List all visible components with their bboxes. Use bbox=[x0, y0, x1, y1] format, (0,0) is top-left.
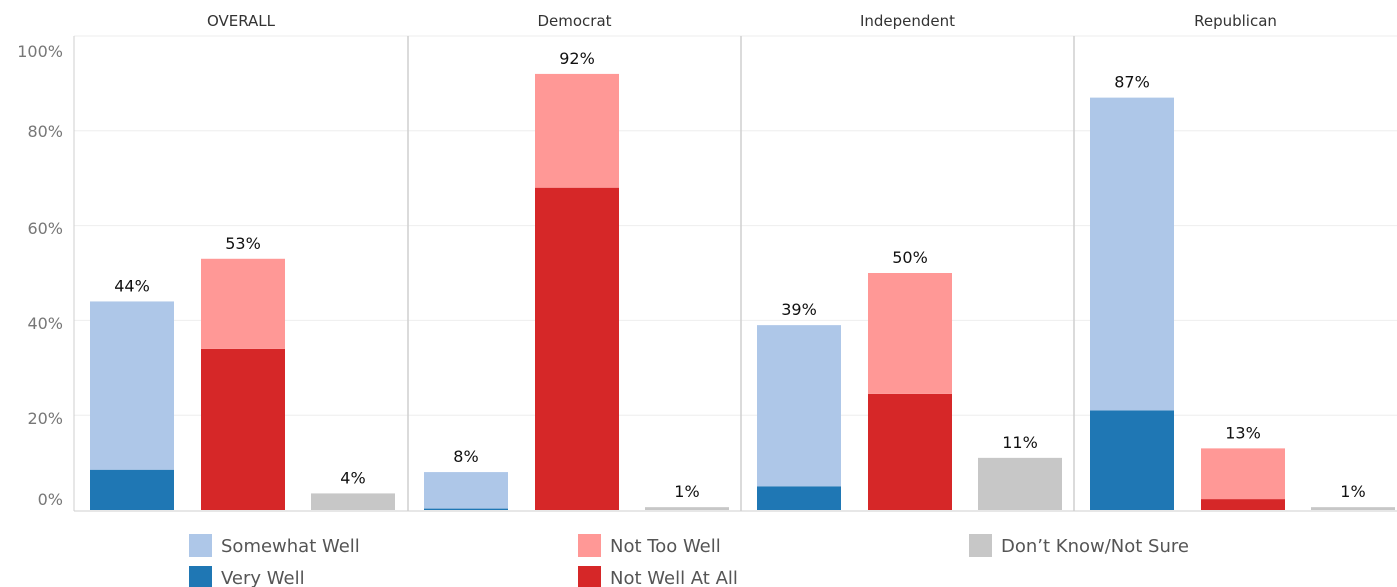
data-label: 87% bbox=[1114, 73, 1150, 92]
bar-segment-dont-know bbox=[978, 457, 1062, 510]
bar-segment-not-too-well bbox=[1201, 448, 1285, 500]
bar-stack: 39% bbox=[757, 300, 841, 510]
bar-segment-not-well-at-all bbox=[201, 348, 285, 510]
legend-swatch bbox=[969, 534, 992, 557]
panel-title: OVERALL bbox=[207, 12, 276, 30]
bar-segment-not-well-at-all bbox=[1201, 499, 1285, 510]
panel-title: Independent bbox=[860, 12, 955, 30]
data-label: 44% bbox=[114, 276, 150, 295]
bar-stack: 13% bbox=[1201, 423, 1285, 510]
panel-title: Republican bbox=[1194, 12, 1277, 30]
bar-segment-very-well bbox=[424, 508, 508, 510]
bar-segment-not-too-well bbox=[868, 273, 952, 394]
legend-swatch bbox=[578, 566, 601, 587]
legend-label: Somewhat Well bbox=[221, 536, 360, 557]
legend-label: Very Well bbox=[221, 568, 305, 587]
data-label: 53% bbox=[225, 234, 261, 253]
gridlines bbox=[74, 35, 1397, 416]
bar-stack: 1% bbox=[645, 482, 729, 510]
panel-republican: Republican 87% 13% 1% bbox=[1090, 12, 1395, 510]
bar-stack: 8% bbox=[424, 447, 508, 510]
legend: Somewhat Well Not Too Well Don’t Know/Not … bbox=[189, 534, 1189, 587]
bar-stack: 92% bbox=[535, 49, 619, 510]
legend-item-not-well-at-all: Not Well At All bbox=[578, 566, 738, 587]
panel-independent: Independent 39% 50% 11% bbox=[757, 12, 1062, 510]
legend-item-somewhat-well: Somewhat Well bbox=[189, 534, 360, 557]
data-label: 39% bbox=[781, 300, 817, 319]
legend-item-dont-know: Don’t Know/Not Sure bbox=[969, 534, 1189, 557]
bar-segment-not-well-at-all bbox=[868, 393, 952, 510]
data-label: 8% bbox=[453, 447, 478, 466]
legend-label: Not Well At All bbox=[610, 568, 738, 587]
bar-stack: 53% bbox=[201, 234, 285, 510]
y-tick-label: 40% bbox=[27, 314, 63, 333]
y-tick-label: 100% bbox=[17, 42, 63, 61]
bar-stack: 87% bbox=[1090, 73, 1174, 510]
legend-label: Don’t Know/Not Sure bbox=[1001, 536, 1189, 557]
y-tick-label: 60% bbox=[27, 219, 63, 238]
legend-swatch bbox=[578, 534, 601, 557]
data-label: 1% bbox=[674, 482, 699, 501]
data-label: 4% bbox=[340, 468, 365, 487]
bar-segment-very-well bbox=[90, 469, 174, 510]
bar-segment-dont-know bbox=[645, 507, 729, 510]
data-label: 50% bbox=[892, 248, 928, 267]
bar-segment-not-too-well bbox=[201, 258, 285, 349]
y-tick-label: 20% bbox=[27, 409, 63, 428]
bar-segment-very-well bbox=[757, 486, 841, 510]
legend-swatch bbox=[189, 534, 212, 557]
data-label: 1% bbox=[1340, 482, 1365, 501]
bar-stack: 50% bbox=[868, 248, 952, 510]
y-tick-label: 0% bbox=[38, 490, 63, 509]
bar-segment-not-too-well bbox=[535, 73, 619, 188]
bar-segment-somewhat-well bbox=[1090, 97, 1174, 411]
panel-overall: OVERALL 44% 53% 4% bbox=[90, 12, 395, 510]
bar-segment-somewhat-well bbox=[90, 301, 174, 470]
bar-stack: 4% bbox=[311, 468, 395, 510]
panel-title: Democrat bbox=[537, 12, 611, 30]
data-label: 13% bbox=[1225, 423, 1261, 442]
data-label: 11% bbox=[1002, 433, 1038, 452]
bar-segment-not-well-at-all bbox=[535, 187, 619, 510]
bar-stack: 11% bbox=[978, 433, 1062, 510]
legend-label: Not Too Well bbox=[610, 536, 721, 557]
data-label: 92% bbox=[559, 49, 595, 68]
panels: OVERALL 44% 53% 4% Democrat 8% 92% 1% Independen… bbox=[90, 12, 1395, 511]
bar-segment-very-well bbox=[1090, 410, 1174, 510]
bar-segment-somewhat-well bbox=[757, 325, 841, 487]
bar-stack: 1% bbox=[1311, 482, 1395, 510]
legend-item-very-well: Very Well bbox=[189, 566, 305, 587]
bar-segment-somewhat-well bbox=[424, 472, 508, 509]
legend-item-not-too-well: Not Too Well bbox=[578, 534, 721, 557]
bar-stack: 44% bbox=[90, 276, 174, 510]
bar-segment-dont-know bbox=[311, 493, 395, 510]
legend-swatch bbox=[189, 566, 212, 587]
bar-segment-dont-know bbox=[1311, 507, 1395, 510]
y-axis: 0% 20% 40% 60% 80% 100% bbox=[17, 36, 1397, 512]
y-tick-label: 80% bbox=[27, 122, 63, 141]
panel-democrat: Democrat 8% 92% 1% bbox=[424, 12, 729, 510]
